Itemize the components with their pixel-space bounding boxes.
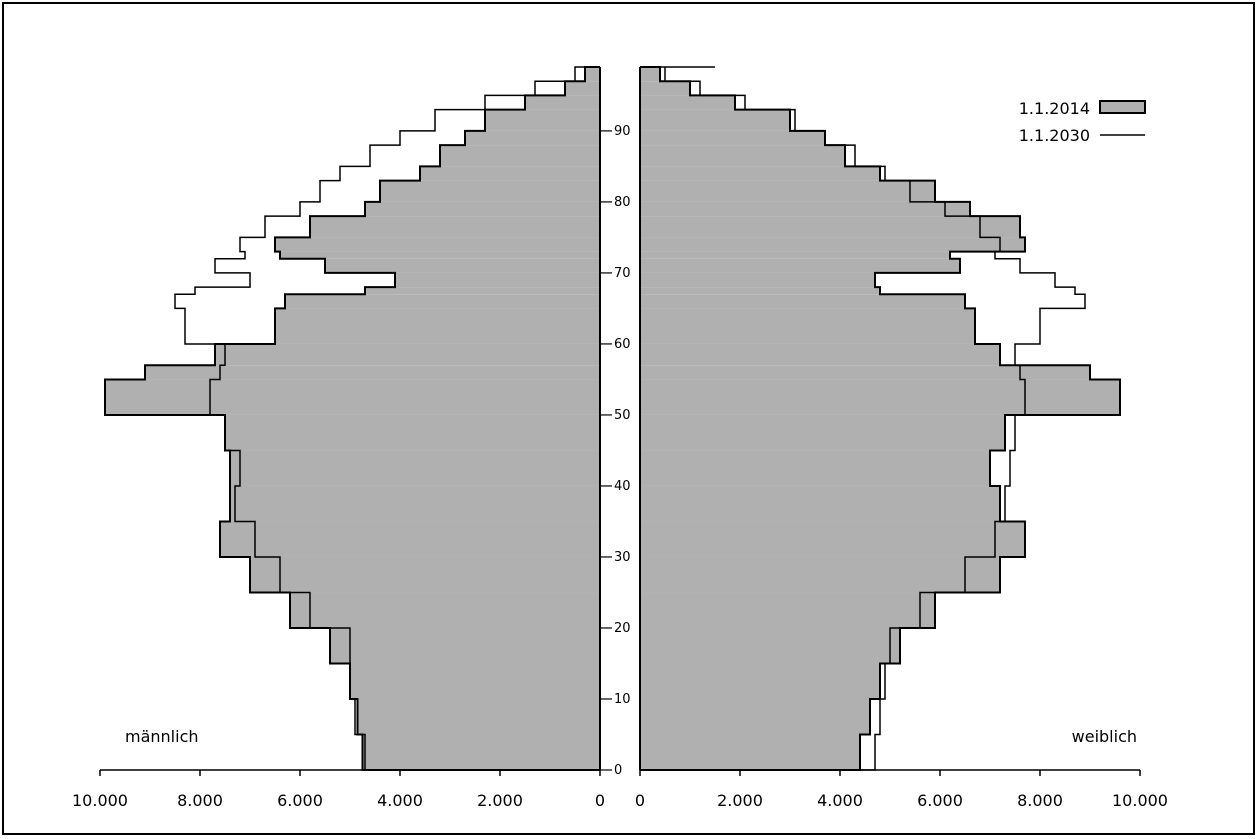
x-tick-label-female: 2.000: [717, 791, 763, 810]
bar-2014-male: [220, 521, 600, 557]
bar-2014-male: [225, 414, 600, 451]
bar-2014-male: [440, 145, 600, 167]
bar-2014-male: [275, 308, 600, 344]
bar-2014-male: [420, 166, 600, 181]
bar-2014-female: [640, 698, 870, 735]
bar-2014-female: [640, 145, 845, 167]
age-tick-label: 70: [614, 266, 631, 281]
bar-2014-female: [640, 365, 1090, 380]
bar-2014-female: [640, 414, 1005, 451]
age-tick-label: 60: [614, 337, 631, 352]
bar-2014-male: [380, 180, 600, 202]
series-2030-lines: [174, 66, 1086, 771]
bar-2014-male: [365, 287, 600, 295]
bar-2014-female: [640, 81, 690, 96]
bar-2014-male: [230, 450, 600, 486]
bar-2014-male: [105, 379, 600, 415]
bar-2014-female: [640, 216, 1020, 238]
side-labels: männlich weiblich: [125, 727, 1137, 746]
bar-2014-female: [640, 67, 660, 82]
female-label: weiblich: [1072, 727, 1137, 746]
bar-2014-female: [640, 130, 825, 146]
age-tick-label: 80: [614, 195, 631, 210]
x-tick-label-male: 8.000: [177, 791, 223, 810]
bar-2014-male: [485, 109, 600, 131]
bar-2014-male: [350, 663, 600, 699]
bar-2014-male: [330, 627, 600, 664]
bar-2014-female: [640, 627, 900, 664]
x-tick-label-female: 10.000: [1112, 791, 1168, 810]
x-tick-label-male: 4.000: [377, 791, 423, 810]
legend-label-2014: 1.1.2014: [1019, 99, 1090, 118]
series-2014-bars: [104, 66, 1121, 771]
bar-2014-female: [640, 521, 1025, 557]
bar-2014-male: [362, 734, 600, 770]
bar-2014-male: [145, 365, 600, 380]
x-tick-label-male: 10.000: [72, 791, 128, 810]
legend-swatch-2014: [1099, 100, 1146, 114]
bar-2014-female: [640, 663, 880, 699]
bar-2014-female: [640, 251, 950, 259]
bar-2014-male: [275, 237, 600, 252]
x-tick-label-female: 8.000: [1017, 791, 1063, 810]
age-tick-label: 90: [614, 124, 631, 139]
bar-2014-male: [357, 698, 600, 735]
bar-2014-female: [640, 734, 860, 770]
bar-2014-female: [640, 343, 1000, 366]
bar-2014-male: [395, 272, 600, 288]
line-2030-male: [174, 66, 600, 771]
x-tick-label-female: 6.000: [917, 791, 963, 810]
bar-2014-male: [310, 216, 600, 238]
bar-2014-female: [640, 450, 990, 486]
age-tick-label: 0: [614, 763, 622, 778]
bar-2014-male: [325, 258, 600, 273]
age-tick-label: 10: [614, 692, 631, 707]
bar-2014-female: [640, 272, 875, 288]
bar-2014-female: [640, 258, 960, 273]
bar-2014-male: [465, 130, 600, 146]
bar-2014-male: [285, 294, 600, 309]
bar-2014-male: [215, 343, 600, 366]
bar-2014-female: [640, 109, 790, 131]
bar-2014-male: [365, 201, 600, 217]
bar-2014-female: [640, 556, 1000, 593]
x-tick-label-male: 2.000: [477, 791, 523, 810]
bar-2014-female: [640, 95, 735, 110]
bar-2014-male: [290, 592, 600, 628]
age-tick-label: 30: [614, 550, 631, 565]
x-tick-label-female: 4.000: [817, 791, 863, 810]
x-tick-label-male: 6.000: [277, 791, 323, 810]
bar-2014-male: [525, 95, 600, 110]
bar-2014-female: [640, 592, 935, 628]
axes: 10.000 10.000 8.000 8.000 6.000 6.000 4.000 4.0…: [72, 67, 1168, 810]
bar-2014-female: [640, 237, 1025, 252]
x-tick-label-female: 0: [635, 791, 645, 810]
bar-2014-male: [565, 81, 600, 96]
bar-2014-male: [585, 67, 600, 82]
legend-label-2030: 1.1.2030: [1019, 126, 1090, 145]
bar-2014-female: [640, 379, 1120, 415]
age-axis: 0 10 20 30 40 50 60 70 80 90: [600, 124, 631, 778]
bar-2014-female: [640, 180, 935, 202]
bar-2014-male: [280, 251, 600, 259]
legend: 1.1.2014 1.1.2030: [1019, 99, 1146, 145]
bar-2014-female: [640, 201, 970, 217]
bar-2014-male: [250, 556, 600, 593]
age-tick-label: 20: [614, 621, 631, 636]
bar-2014-female: [640, 166, 880, 181]
bar-2014-male: [230, 485, 600, 522]
bar-2014-female: [640, 308, 975, 344]
bar-2014-female: [640, 294, 965, 309]
x-tick-label-male: 0: [595, 791, 605, 810]
bar-2014-female: [640, 287, 880, 295]
line-2030-female: [640, 66, 1086, 771]
age-tick-label: 40: [614, 479, 631, 494]
male-label: männlich: [125, 727, 199, 746]
age-tick-label: 50: [614, 408, 631, 423]
bar-2014-female: [640, 485, 1000, 522]
